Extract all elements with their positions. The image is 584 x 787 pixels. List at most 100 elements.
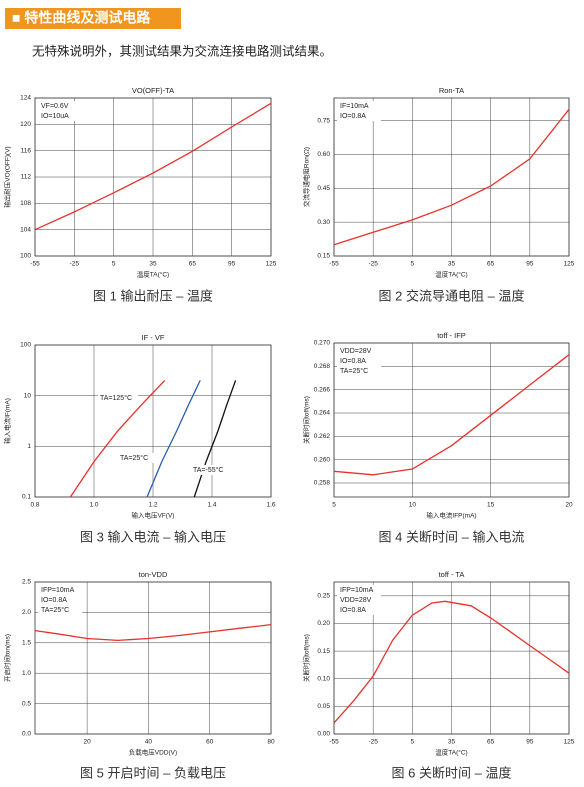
x-tick-label: 10 (409, 502, 417, 509)
x-tick-label: 65 (487, 739, 495, 746)
y-tick-label: 100 (20, 253, 31, 260)
annotation-bg (38, 585, 82, 595)
annotation-bg (38, 111, 82, 121)
x-tick-label: 20 (565, 502, 573, 509)
x-tick-label: 1.0 (89, 502, 98, 509)
y-tick-label: 0.45 (317, 185, 330, 192)
y-tick-label: 0.00 (317, 731, 330, 738)
y-tick-label: 0.05 (317, 703, 330, 710)
x-tick-label: 65 (487, 261, 495, 268)
series-label: TA=25°C (120, 454, 148, 462)
caption: 图 4 关断时间 – 输入电流 (379, 529, 525, 544)
x-tick-label: 95 (228, 261, 236, 268)
x-tick-label: -25 (368, 261, 378, 268)
x-tick-label: 95 (526, 739, 534, 746)
chart-title: VO(OFF)-TA (132, 86, 174, 95)
y-tick-label: 104 (20, 226, 31, 233)
annotation: IO=0.8A (41, 597, 67, 604)
y-tick-label: 0.15 (317, 253, 330, 260)
series-label-bg (118, 453, 158, 463)
chart-title: Ron-TA (439, 86, 464, 95)
intro-text: 无特殊说明外，其测试结果为交流连接电路测试结果。 (32, 43, 332, 58)
header-title: ■ 特性曲线及测试电路 (12, 10, 151, 26)
y-tick-label: 1.0 (22, 670, 31, 677)
caption: 图 2 交流导通电阻 – 温度 (379, 288, 525, 303)
series-label: TA=-55°C (193, 466, 224, 474)
y-tick-label: 100 (20, 342, 31, 349)
x-tick-label: 15 (487, 502, 495, 509)
x-tick-label: 20 (83, 739, 91, 746)
x-axis-label: 输入电流IFP(mA) (426, 511, 476, 520)
series-label-bg (191, 465, 231, 475)
y-tick-label: 0.260 (314, 456, 331, 463)
chart-title: toff - IFP (437, 331, 466, 340)
annotation-bg (337, 595, 381, 605)
x-tick-label: 1.6 (266, 502, 275, 509)
x-tick-label: 60 (206, 739, 214, 746)
caption: 图 1 输出耐压 – 温度 (93, 288, 213, 303)
series-line (69, 379, 166, 498)
y-tick-label: 0.264 (314, 410, 331, 417)
x-tick-label: 1.2 (148, 502, 157, 509)
annotation-bg (337, 346, 381, 356)
caption: 图 3 输入电流 – 输入电压 (80, 529, 226, 544)
x-tick-label: 0.8 (30, 502, 39, 509)
y-tick-label: 120 (20, 121, 31, 128)
x-tick-label: 1.4 (207, 502, 216, 509)
annotation-bg (337, 585, 381, 595)
annotation: IO=0.8A (340, 607, 366, 614)
chart-title: IF - VF (142, 333, 165, 342)
series-line (146, 380, 201, 498)
x-axis-label: 温度TA(°C) (435, 270, 467, 279)
y-tick-label: 0.1 (22, 494, 31, 501)
x-tick-label: 80 (267, 739, 275, 746)
y-tick-label: 0.10 (317, 675, 330, 682)
x-tick-label: 35 (448, 261, 456, 268)
annotation-bg (38, 101, 82, 111)
annotation-bg (337, 111, 381, 121)
y-tick-label: 1.5 (22, 640, 31, 647)
x-tick-label: 95 (526, 261, 534, 268)
annotation: IFP=10mA (41, 587, 75, 594)
x-tick-label: 125 (564, 739, 575, 746)
annotation: IF=10mA (340, 103, 369, 110)
y-tick-label: 0.270 (314, 340, 331, 347)
y-axis-label: 开启时间ton(ms) (3, 634, 12, 682)
x-tick-label: 5 (332, 502, 336, 509)
series-line (333, 600, 570, 724)
annotation-bg (38, 605, 82, 615)
x-tick-label: 65 (189, 261, 197, 268)
x-axis-label: 负载电压VDD(V) (129, 748, 177, 757)
x-tick-label: -55 (329, 261, 339, 268)
chart-title: toff - TA (439, 570, 465, 579)
annotation-bg (337, 101, 381, 111)
x-axis-label: 温度TA(°C) (137, 270, 169, 279)
y-tick-label: 0.15 (317, 648, 330, 655)
annotation: TA=25°C (340, 367, 368, 375)
series-line (34, 623, 272, 642)
y-tick-label: 0.30 (317, 219, 330, 226)
header-bar (5, 8, 181, 29)
annotation: IO=10uA (41, 113, 69, 120)
y-tick-label: 0.258 (314, 480, 331, 487)
y-tick-label: 10 (24, 392, 32, 399)
x-tick-label: 125 (564, 261, 575, 268)
x-tick-label: 40 (145, 739, 153, 746)
y-axis-label: 交流导通电阻Ron(Ω) (302, 147, 311, 207)
x-axis-label: 输入电压VF(V) (132, 511, 175, 520)
x-tick-label: 5 (112, 261, 116, 268)
y-tick-label: 0.5 (22, 700, 31, 707)
y-tick-label: 0.262 (314, 433, 331, 440)
y-axis-label: 输入电流IF(mA) (3, 398, 12, 444)
annotation: IFP=10mA (340, 587, 374, 594)
x-tick-label: -55 (30, 261, 40, 268)
y-tick-label: 0.268 (314, 363, 331, 370)
y-tick-label: 0.25 (317, 593, 330, 600)
series-line (34, 102, 272, 231)
y-axis-label: 输出耐压VO(OFF)(V) (3, 146, 12, 207)
series-line (333, 108, 570, 246)
y-tick-label: 0.0 (22, 731, 31, 738)
annotation: VDD=28V (340, 348, 372, 355)
